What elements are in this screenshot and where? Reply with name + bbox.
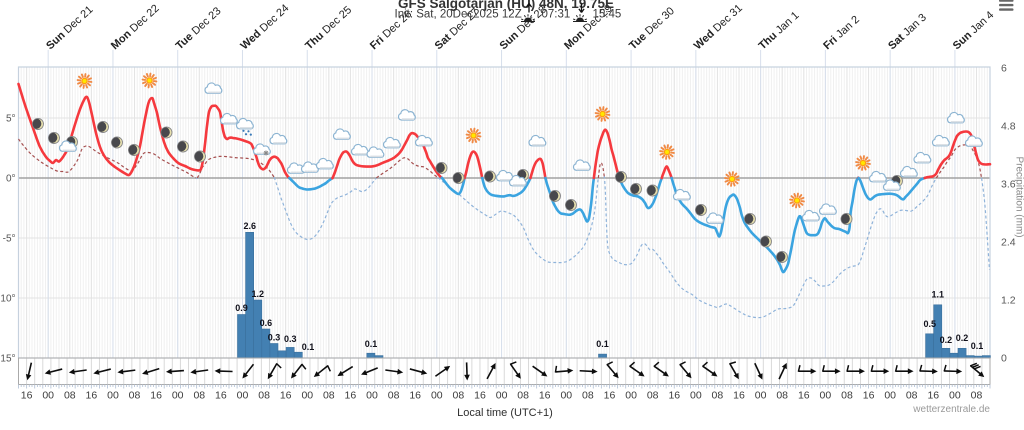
svg-text:16: 16: [539, 390, 551, 402]
svg-text:15:45: 15:45: [593, 9, 622, 21]
svg-text:4.8: 4.8: [1001, 121, 1016, 133]
svg-text:0.6: 0.6: [260, 318, 273, 328]
svg-text:08: 08: [64, 390, 76, 402]
svg-text:16: 16: [604, 390, 616, 402]
svg-text:16: 16: [474, 390, 486, 402]
svg-text:1.2: 1.2: [252, 289, 265, 299]
svg-text:1.2: 1.2: [1001, 295, 1016, 307]
svg-text:00: 00: [301, 390, 313, 402]
svg-text:0.1: 0.1: [596, 339, 609, 349]
svg-text:Precipitation (mm): Precipitation (mm): [1014, 157, 1024, 238]
svg-text:wetterzentrale.de: wetterzentrale.de: [912, 404, 990, 415]
svg-text:0°: 0°: [6, 174, 16, 185]
svg-text:00: 00: [366, 390, 378, 402]
svg-text:07:31: 07:31: [542, 9, 571, 21]
svg-text:00: 00: [949, 390, 961, 402]
svg-text:0.5: 0.5: [923, 319, 936, 329]
svg-text:08: 08: [776, 390, 788, 402]
svg-text:08: 08: [388, 390, 400, 402]
svg-text:16: 16: [345, 390, 357, 402]
svg-text:16: 16: [733, 390, 745, 402]
svg-text:08: 08: [647, 390, 659, 402]
svg-text:08: 08: [323, 390, 335, 402]
svg-text:16: 16: [668, 390, 680, 402]
svg-text:16: 16: [150, 390, 162, 402]
svg-text:0.3: 0.3: [284, 334, 297, 344]
svg-text:-5°: -5°: [3, 234, 16, 245]
svg-text:16: 16: [86, 390, 98, 402]
svg-text:00: 00: [107, 390, 119, 402]
svg-text:08: 08: [906, 390, 918, 402]
svg-text:08: 08: [258, 390, 270, 402]
svg-text:Local time (UTC+1): Local time (UTC+1): [457, 407, 553, 419]
svg-text:16: 16: [798, 390, 810, 402]
svg-text:00: 00: [820, 390, 832, 402]
svg-text:Init: Sat, 20Dec2025 12Z: Init: Sat, 20Dec2025 12Z: [395, 9, 522, 21]
svg-text:08: 08: [517, 390, 529, 402]
svg-text:00: 00: [42, 390, 54, 402]
svg-text:00: 00: [625, 390, 637, 402]
svg-text:00: 00: [431, 390, 443, 402]
svg-text:16: 16: [927, 390, 939, 402]
svg-text:08: 08: [129, 390, 141, 402]
svg-text:16: 16: [215, 390, 227, 402]
svg-text:08: 08: [193, 390, 205, 402]
svg-text:16: 16: [21, 390, 33, 402]
svg-text:5°: 5°: [6, 114, 16, 125]
svg-text:0.2: 0.2: [956, 333, 969, 343]
svg-text:2.6: 2.6: [243, 221, 256, 231]
svg-text:08: 08: [453, 390, 465, 402]
svg-text:00: 00: [884, 390, 896, 402]
svg-text:16: 16: [863, 390, 875, 402]
svg-text:00: 00: [172, 390, 184, 402]
svg-text:0.1: 0.1: [302, 342, 315, 352]
svg-text:00: 00: [690, 390, 702, 402]
svg-text:-15°: -15°: [0, 354, 16, 365]
svg-text:00: 00: [496, 390, 508, 402]
svg-text:08: 08: [582, 390, 594, 402]
svg-text:0.3: 0.3: [268, 333, 281, 343]
svg-text:08: 08: [841, 390, 853, 402]
svg-text:08: 08: [712, 390, 724, 402]
svg-text:0.2: 0.2: [940, 335, 953, 345]
svg-text:0.1: 0.1: [365, 339, 378, 349]
svg-text:6: 6: [1001, 63, 1007, 75]
svg-text:16: 16: [280, 390, 292, 402]
svg-text:00: 00: [755, 390, 767, 402]
svg-text:0.1: 0.1: [971, 341, 984, 351]
svg-text:1.1: 1.1: [932, 290, 945, 300]
svg-text:0.9: 0.9: [235, 303, 248, 313]
svg-text:2.4: 2.4: [1001, 237, 1016, 249]
svg-text:16: 16: [409, 390, 421, 402]
svg-text:0: 0: [1001, 353, 1007, 365]
svg-text:08: 08: [971, 390, 983, 402]
svg-text:00: 00: [237, 390, 249, 402]
svg-text:-10°: -10°: [0, 294, 16, 305]
svg-text:00: 00: [560, 390, 572, 402]
